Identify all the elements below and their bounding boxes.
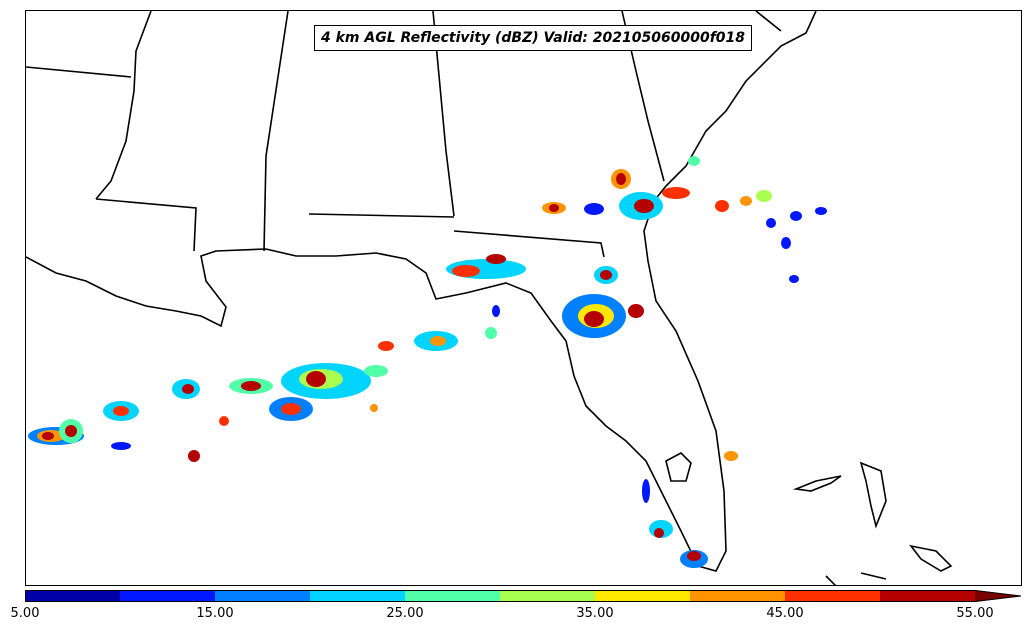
al-fl-border [308,213,455,218]
bahamas-3 [909,544,953,572]
map-panel: 4 km AGL Reflectivity (dBZ) Valid: 20210… [25,10,1022,586]
colorbar-segment [595,590,690,602]
bahamas-4 [825,572,887,585]
colorbar [25,587,1022,602]
ms-al-border [263,11,289,252]
ms-river [95,11,152,200]
colorbar-segment [405,590,500,602]
tick-label-25: 25.00 [386,606,424,621]
cell-group-northeast [562,156,827,338]
colorbar-segment [880,590,975,602]
cell-group-south [642,451,738,568]
cell-group-central [229,305,500,421]
colorbar-segment [215,590,310,602]
colorbar-segment [500,590,595,602]
ms-la-border [95,198,197,252]
ms-tn-border [26,66,132,78]
boundaries [26,11,953,585]
bahamas-1 [792,475,842,492]
tick-label-15: 15.00 [196,606,234,621]
tick-label-55: 55.00 [956,606,994,621]
map-canvas [26,11,953,585]
cell-group-panhandle [446,202,566,279]
colorbar-segment [120,590,215,602]
colorbar-scale [25,590,1022,602]
colorbar-segment [25,590,120,602]
bahamas-2 [859,461,887,529]
tick-label-5: 5.00 [10,606,40,621]
map-title: 4 km AGL Reflectivity (dBZ) Valid: 20210… [314,25,753,51]
tick-label-35: 35.00 [576,606,614,621]
cell-group-west [28,379,229,462]
gulf-coast [26,185,727,572]
al-ga-border [432,11,455,217]
colorbar-segment [310,590,405,602]
ga-fl-border [453,230,605,258]
colorbar-segment [785,590,880,602]
reflectivity-cells [28,156,827,568]
colorbar-extend-arrow [975,590,1021,602]
nc-top [755,11,782,32]
colorbar-outline [25,590,1022,602]
colorbar-segment [690,590,785,602]
tick-label-45: 45.00 [766,606,804,621]
lake-okeechobee [665,452,692,482]
